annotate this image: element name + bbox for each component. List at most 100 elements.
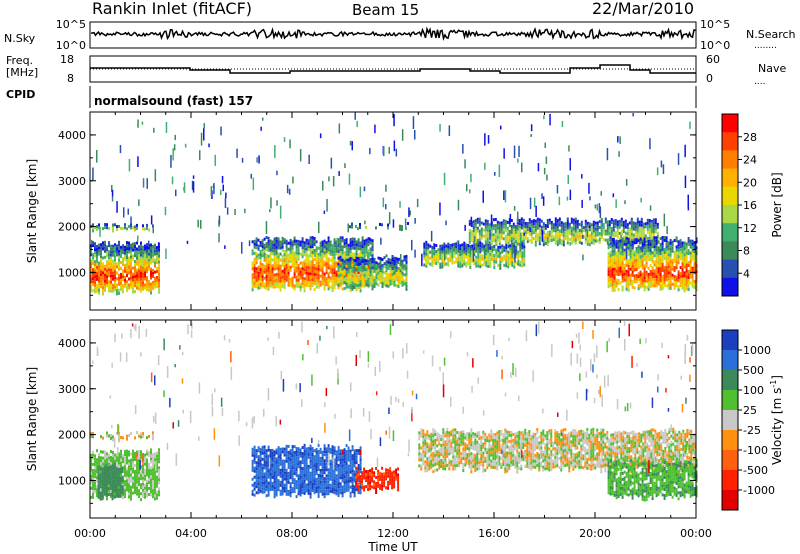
echo-cell bbox=[118, 264, 120, 268]
echo-cell bbox=[520, 217, 523, 221]
echo-cell bbox=[303, 244, 306, 248]
echo-cell bbox=[586, 224, 589, 228]
echo-cell bbox=[339, 258, 342, 262]
echo-cell bbox=[305, 247, 308, 251]
echo-cell bbox=[655, 254, 658, 258]
echo-cell bbox=[121, 488, 124, 492]
echo-cell bbox=[369, 247, 372, 251]
echo-cell bbox=[655, 272, 658, 276]
echo-cell bbox=[146, 258, 148, 261]
echo-cell bbox=[305, 477, 308, 481]
echo-cell bbox=[261, 281, 264, 285]
scatter-echo bbox=[588, 182, 590, 194]
echo-cell bbox=[257, 277, 260, 281]
echo-cell bbox=[251, 252, 254, 256]
echo-cell bbox=[685, 263, 688, 267]
echo-cell bbox=[477, 252, 480, 256]
echo-cell bbox=[273, 243, 276, 247]
echo-cell bbox=[683, 256, 686, 260]
echo-cell bbox=[94, 263, 96, 267]
scatter-echo bbox=[582, 254, 584, 261]
scatter-echo bbox=[328, 176, 330, 182]
echo-cell bbox=[96, 289, 98, 293]
echo-cell bbox=[311, 236, 314, 240]
echo-cell bbox=[433, 258, 436, 262]
echo-cell bbox=[445, 256, 448, 260]
echo-cell bbox=[363, 248, 366, 252]
echo-cell bbox=[319, 253, 322, 257]
echo-cell bbox=[651, 266, 654, 270]
echo-cell bbox=[269, 248, 272, 252]
echo-cell bbox=[629, 264, 632, 268]
echo-cell bbox=[112, 268, 114, 272]
echo-cell bbox=[130, 485, 132, 489]
echo-cell bbox=[510, 219, 513, 222]
echo-cell bbox=[261, 487, 264, 491]
echo-cell bbox=[667, 271, 670, 275]
echo-cell bbox=[311, 254, 314, 258]
echo-cell bbox=[335, 246, 338, 250]
echo-cell bbox=[345, 256, 348, 260]
echo-cell bbox=[259, 280, 262, 283]
echo-cell bbox=[134, 242, 136, 246]
echo-cell bbox=[285, 492, 288, 496]
echo-cell bbox=[646, 218, 649, 222]
echo-cell bbox=[112, 451, 114, 454]
echo-cell bbox=[96, 461, 98, 465]
echo-cell bbox=[478, 223, 481, 227]
echo-cell bbox=[291, 243, 294, 247]
echo-cell bbox=[156, 451, 158, 455]
echo-cell bbox=[626, 232, 629, 236]
echo-cell bbox=[637, 248, 640, 252]
echo-cell bbox=[150, 475, 152, 479]
echo-cell bbox=[309, 489, 312, 493]
echo-cell bbox=[484, 240, 487, 244]
echo-cell bbox=[628, 233, 631, 237]
echo-cell bbox=[267, 445, 270, 449]
echo-cell bbox=[96, 265, 98, 269]
echo-cell bbox=[309, 242, 312, 246]
echo-cell bbox=[138, 434, 140, 438]
echo-cell bbox=[146, 223, 148, 227]
echo-cell bbox=[136, 459, 138, 463]
echo-cell bbox=[303, 247, 306, 251]
echo-cell bbox=[94, 469, 96, 473]
scatter-echo bbox=[99, 226, 101, 237]
echo-cell bbox=[98, 276, 100, 280]
echo-cell bbox=[584, 234, 587, 238]
echo-cell bbox=[627, 288, 630, 292]
echo-cell bbox=[633, 262, 636, 266]
echo-cell bbox=[367, 243, 370, 247]
echo-cell bbox=[148, 478, 150, 481]
scatter-echo bbox=[444, 251, 446, 261]
echo-cell bbox=[588, 234, 591, 238]
echo-cell bbox=[643, 252, 646, 256]
echo-cell bbox=[365, 241, 368, 245]
echo-cell bbox=[550, 235, 553, 239]
echo-cell bbox=[128, 489, 130, 493]
echo-cell bbox=[635, 241, 638, 244]
scatter-echo bbox=[656, 167, 659, 176]
echo-cell bbox=[114, 456, 116, 460]
echo-cell bbox=[610, 236, 613, 239]
echo-cell bbox=[333, 286, 336, 290]
echo-cell bbox=[405, 278, 408, 282]
echo-cell bbox=[349, 286, 352, 290]
echo-cell bbox=[645, 273, 648, 277]
echo-cell bbox=[695, 237, 698, 241]
echo-cell bbox=[449, 249, 452, 253]
echo-cell bbox=[142, 245, 144, 249]
echo-cell bbox=[275, 487, 278, 491]
scatter-echo bbox=[439, 202, 441, 216]
echo-cell bbox=[619, 260, 622, 264]
echo-cell bbox=[401, 262, 404, 266]
echo-cell bbox=[109, 465, 112, 469]
echo-cell bbox=[279, 480, 282, 484]
echo-cell bbox=[301, 255, 304, 259]
echo-cell bbox=[279, 240, 282, 244]
echo-cell bbox=[255, 285, 258, 289]
echo-cell bbox=[578, 232, 581, 235]
echo-cell bbox=[130, 273, 132, 277]
echo-cell bbox=[578, 238, 581, 241]
echo-cell bbox=[695, 258, 698, 262]
